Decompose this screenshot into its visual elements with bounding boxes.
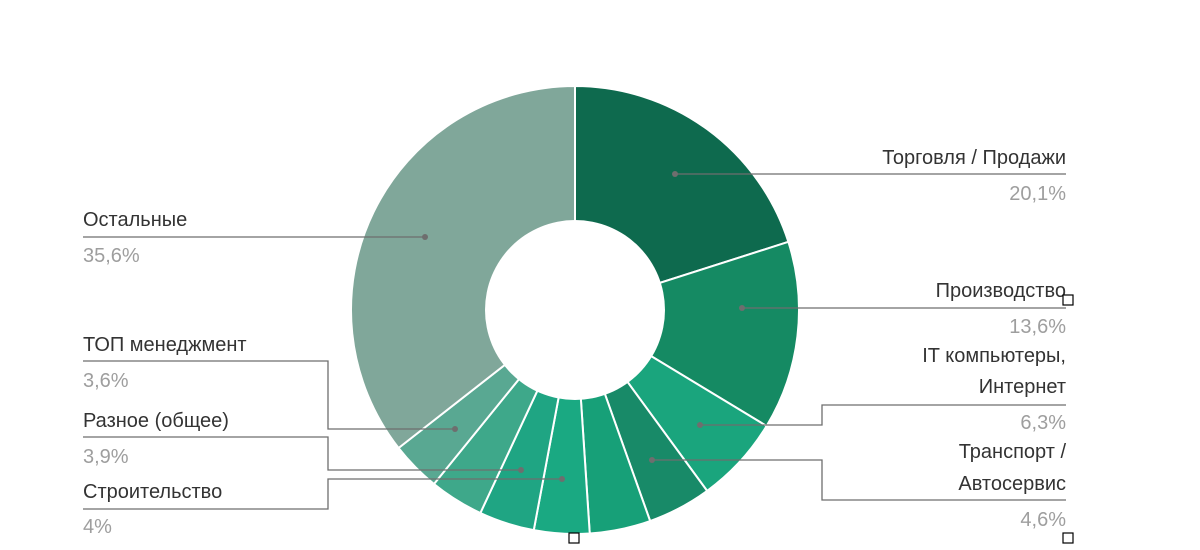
slice-label-line-1: IT компьютеры, (922, 345, 1066, 367)
slice-label-line-2: Автосервис (958, 473, 1066, 495)
callout-it-internet: IT компьютеры, Интернет 6,3% (697, 345, 1066, 434)
slice-value: 3,6% (83, 370, 129, 392)
leader-line (652, 459, 1066, 501)
callout-construction: Строительство 4% (83, 476, 565, 538)
slice-value: 4,6% (1020, 509, 1066, 531)
leader-dot (422, 234, 428, 240)
leader-dot (518, 467, 524, 473)
slice-value: 35,6% (83, 245, 140, 267)
pie-slice-1 (572, 240, 800, 428)
leader-dot (739, 305, 745, 311)
pie-slice-9 (350, 84, 576, 450)
leader-line (83, 360, 455, 430)
resize-handle[interactable] (1062, 294, 1074, 306)
slice-label: Строительство (83, 481, 222, 503)
leader-line (700, 404, 1066, 426)
slice-value: 13,6% (1009, 316, 1066, 338)
leader-dot (697, 422, 703, 428)
slice-label: Остальные (83, 209, 187, 231)
resize-handle[interactable] (1062, 532, 1074, 544)
leader-line (83, 436, 521, 471)
callout-top-management: ТОП менеджмент 3,6% (83, 334, 458, 432)
donut-hole (485, 220, 665, 400)
leader-dot (672, 171, 678, 177)
callout-transport-autoservice: Транспорт / Автосервис 4,6% (649, 441, 1066, 531)
leader-line (83, 478, 562, 510)
slice-label-line-2: Интернет (979, 376, 1066, 398)
slice-label: Торговля / Продажи (882, 147, 1066, 169)
leader-dot (452, 426, 458, 432)
slice-value: 6,3% (1020, 412, 1066, 434)
slice-label-line-1: Транспорт / (959, 441, 1067, 463)
callout-production: Производство 13,6% (739, 280, 1066, 338)
slice-value: 20,1% (1009, 183, 1066, 205)
resize-handle[interactable] (568, 532, 580, 544)
slice-label: Производство (936, 280, 1066, 302)
leader-dot (559, 476, 565, 482)
callout-trade-sales: Торговля / Продажи 20,1% (672, 147, 1066, 205)
slice-label: Разное (общее) (83, 410, 229, 432)
leader-dot (649, 457, 655, 463)
slice-label: ТОП менеджмент (83, 334, 247, 356)
callout-others: Остальные 35,6% (83, 209, 428, 267)
slice-value: 4% (83, 516, 112, 538)
callout-misc-general: Разное (общее) 3,9% (83, 410, 524, 473)
slice-value: 3,9% (83, 446, 129, 468)
